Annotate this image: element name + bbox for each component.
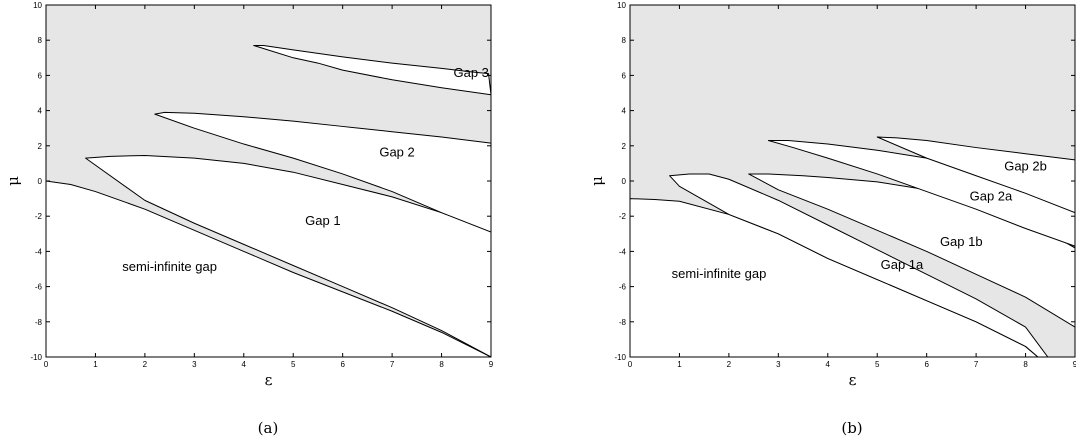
gap-label-gap-1: Gap 1: [305, 213, 340, 228]
y-axis-label: μ: [588, 176, 606, 186]
y-tick-label: -8: [619, 318, 627, 327]
x-tick-label: 7: [390, 360, 395, 369]
gap-region-semi-infinite-gap: [46, 180, 491, 357]
gap-label-gap-1a: Gap 1a: [881, 257, 924, 272]
gap-label-gap-2: Gap 2: [379, 144, 414, 159]
gap-label-gap-3: Gap 3: [454, 65, 489, 80]
y-tick-label: -6: [619, 283, 627, 292]
x-tick-label: 2: [727, 360, 732, 369]
y-tick-label: 6: [38, 71, 43, 80]
y-tick-label: 4: [38, 107, 43, 116]
x-tick-label: 0: [44, 360, 49, 369]
y-tick-label: -4: [35, 247, 43, 256]
y-tick-label: -2: [619, 212, 627, 221]
x-tick-label: 5: [291, 360, 296, 369]
y-tick-label: 4: [622, 107, 627, 116]
panel-a: 0 1 2 3 4 5 6 7 8 9 -10 -8 -6 -4 -2 0 2 4 6 8 10 semi-infinit…: [4, 1, 494, 437]
x-tick-label: 3: [776, 360, 781, 369]
gap-region-gap-1: [85, 154, 491, 357]
x-tick-label: 6: [340, 360, 345, 369]
x-axis-label: ε: [265, 371, 273, 389]
x-tick-label: 5: [875, 360, 880, 369]
panel-b: 0 1 2 3 4 5 6 7 8 9 -10 -8 -6 -4 -2 0 2 4 6 8 10 semi-infinit…: [588, 1, 1076, 437]
x-tick-label: 4: [242, 360, 247, 369]
y-tick-label: 2: [38, 142, 43, 151]
panel-caption: (b): [841, 419, 862, 437]
gap-region-gap-2a: [767, 140, 1075, 247]
x-tick-label: 8: [1023, 360, 1028, 369]
y-tick-label: 2: [622, 142, 627, 151]
gap-region-gap-2b: [876, 136, 1075, 214]
y-tick-label: -6: [35, 283, 43, 292]
y-tick-label: 8: [38, 36, 43, 45]
y-tick-label: -8: [35, 318, 43, 327]
y-tick-label: 0: [38, 177, 43, 186]
x-tick-label: 6: [924, 360, 929, 369]
gap-label-gap-1b: Gap 1b: [940, 234, 983, 249]
gap-region-gap-2: [154, 111, 491, 233]
y-tick-label: 0: [622, 177, 627, 186]
y-tick-label: -2: [35, 212, 43, 221]
gap-label-gap-2b: Gap 2b: [1004, 158, 1047, 173]
gap-region-gap-3: [253, 44, 491, 96]
gap-region-gap-1a: [669, 173, 1049, 357]
y-tick-label: 10: [617, 1, 626, 10]
y-tick-label: 8: [622, 36, 627, 45]
x-tick-label: 1: [93, 360, 98, 369]
x-axis-label: ε: [849, 371, 857, 389]
x-tick-label: 1: [677, 360, 682, 369]
x-tick-label: 0: [628, 360, 633, 369]
y-axis-label: μ: [4, 176, 22, 186]
y-tick-label: -10: [614, 353, 626, 362]
y-tick-label: 10: [33, 1, 42, 10]
y-tick-label: -10: [30, 353, 42, 362]
x-tick-label: 3: [192, 360, 197, 369]
gap-label-semi-infinite-gap: semi-infinite gap: [122, 259, 217, 274]
x-tick-label: 4: [826, 360, 831, 369]
x-tick-label: 9: [1073, 360, 1076, 369]
x-tick-label: 7: [974, 360, 979, 369]
y-tick-label: 6: [622, 71, 627, 80]
x-tick-label: 2: [143, 360, 148, 369]
y-tick-label: -4: [619, 247, 627, 256]
x-tick-label: 8: [439, 360, 444, 369]
gap-label-semi-infinite-gap: semi-infinite gap: [672, 266, 767, 281]
gap-label-gap-2a: Gap 2a: [970, 188, 1013, 203]
x-tick-label: 9: [489, 360, 494, 369]
panel-caption: (a): [258, 419, 279, 437]
